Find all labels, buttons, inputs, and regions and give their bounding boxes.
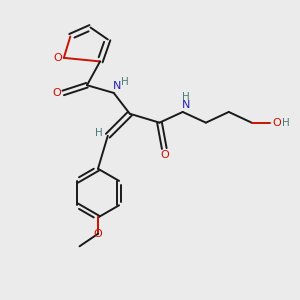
Text: O: O (94, 230, 102, 239)
Text: O: O (273, 118, 281, 128)
Text: O: O (52, 88, 61, 98)
Text: O: O (53, 53, 62, 63)
Text: H: H (282, 118, 290, 128)
Text: O: O (160, 150, 169, 160)
Text: H: H (95, 128, 103, 138)
Text: H: H (121, 76, 129, 87)
Text: N: N (182, 100, 190, 110)
Text: N: N (112, 81, 121, 92)
Text: H: H (182, 92, 190, 102)
